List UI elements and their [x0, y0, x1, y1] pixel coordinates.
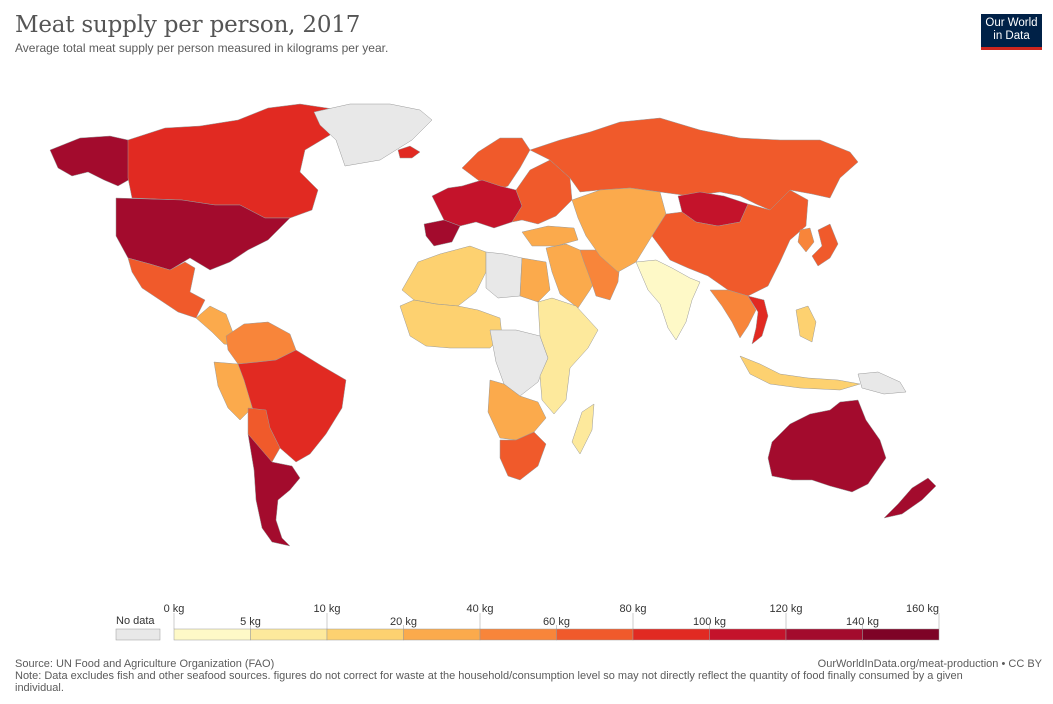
- chart-subtitle: Average total meat supply per person mea…: [15, 41, 389, 55]
- url-license-link[interactable]: OurWorldInData.org/meat-production • CC …: [817, 658, 1042, 670]
- region-australia[interactable]: Australia: [767, 399, 887, 493]
- chart-title: Meat supply per person, 2017: [15, 12, 361, 38]
- legend-tick-labels: 0 kg 5 kg 10 kg 20 kg 40 kg 60 kg 80 kg 100 kg 1…: [164, 603, 940, 629]
- region-alaska[interactable]: Alaska: [49, 135, 133, 187]
- region-central-africa[interactable]: Central Africa: [489, 329, 549, 397]
- legend-bins: [173, 628, 940, 641]
- region-argentina-chile[interactable]: Argentina & Chile: [247, 433, 301, 547]
- legend-bin-0: [173, 628, 251, 641]
- region-vietnam[interactable]: Vietnam: [747, 295, 769, 345]
- legend-bin-9: [862, 628, 940, 641]
- logo-line-2: in Data: [993, 30, 1030, 42]
- region-iberia[interactable]: Iberia: [423, 219, 461, 247]
- region-southeast-asia[interactable]: Southeast Asia: [709, 289, 757, 339]
- region-japan[interactable]: Japan: [811, 223, 839, 267]
- legend-tick-label-7: 100 kg: [693, 616, 726, 628]
- legend-tick-label-0: 0 kg: [164, 603, 185, 615]
- legend-no-data-swatch: [115, 628, 161, 641]
- legend-bin-8: [785, 628, 863, 641]
- legend-tick-label-10: 160 kg: [906, 603, 939, 615]
- color-legend: No data 0 kg 5 kg 10 kg 20 kg 40 kg 60 kg 80 k…: [115, 603, 940, 641]
- legend-bin-2: [326, 628, 404, 641]
- region-indonesia[interactable]: Indonesia: [739, 355, 861, 391]
- region-new-zealand[interactable]: New Zealand: [883, 477, 937, 519]
- legend-bin-1: [250, 628, 328, 641]
- region-india[interactable]: India: [635, 259, 701, 341]
- region-angola-zambia[interactable]: Angola & Zambia: [487, 379, 547, 441]
- legend-no-data-label: No data: [116, 615, 155, 627]
- country-shapes[interactable]: AlaskaCanadaGreenlandUnited StatesMexico…: [49, 103, 937, 547]
- legend-bin-7: [709, 628, 787, 641]
- world-map[interactable]: AlaskaCanadaGreenlandUnited StatesMexico…: [0, 80, 1053, 550]
- region-west-africa[interactable]: West Africa: [399, 299, 503, 349]
- region-iceland[interactable]: Iceland: [397, 145, 421, 159]
- footer-notes: Source: UN Food and Agriculture Organiza…: [15, 658, 975, 694]
- region-turkey[interactable]: Turkey: [521, 225, 579, 247]
- region-south-africa[interactable]: South Africa: [499, 431, 547, 481]
- legend-tick-label-6: 80 kg: [620, 603, 647, 615]
- owid-logo[interactable]: Our World in Data: [981, 14, 1042, 50]
- legend-tick-label-3: 20 kg: [390, 616, 417, 628]
- region-greenland[interactable]: Greenland: [313, 103, 433, 167]
- region-eastern-europe[interactable]: Eastern Europe: [511, 159, 573, 225]
- region-egypt[interactable]: Egypt: [519, 257, 551, 303]
- legend-bin-6: [632, 628, 710, 641]
- region-korea[interactable]: Korea: [797, 227, 815, 253]
- legend-bin-3: [403, 628, 481, 641]
- region-east-africa[interactable]: East Africa: [537, 297, 599, 415]
- legend-tick-label-1: 5 kg: [240, 616, 261, 628]
- region-central-asia[interactable]: Central Asia: [571, 187, 667, 273]
- legend-bin-4: [479, 628, 557, 641]
- region-madagascar[interactable]: Madagascar: [571, 403, 595, 455]
- region-china[interactable]: China: [651, 189, 809, 297]
- legend-tick-label-8: 120 kg: [769, 603, 802, 615]
- legend-tick-label-2: 10 kg: [314, 603, 341, 615]
- region-papua-new-guinea[interactable]: Papua New Guinea: [857, 371, 907, 395]
- legend-bin-5: [556, 628, 634, 641]
- region-mexico[interactable]: Mexico: [127, 257, 206, 319]
- region-philippines[interactable]: Philippines: [795, 305, 817, 343]
- region-libya[interactable]: Libya: [485, 251, 523, 299]
- legend-tick-label-9: 140 kg: [846, 616, 879, 628]
- region-north-africa[interactable]: North Africa: [401, 245, 487, 307]
- legend-tick-label-4: 40 kg: [467, 603, 494, 615]
- source-text: Source: UN Food and Agriculture Organiza…: [15, 658, 275, 670]
- note-text: Note: Data excludes fish and other seafo…: [15, 670, 963, 694]
- legend-tick-label-5: 60 kg: [543, 616, 570, 628]
- logo-line-1: Our World: [985, 17, 1038, 29]
